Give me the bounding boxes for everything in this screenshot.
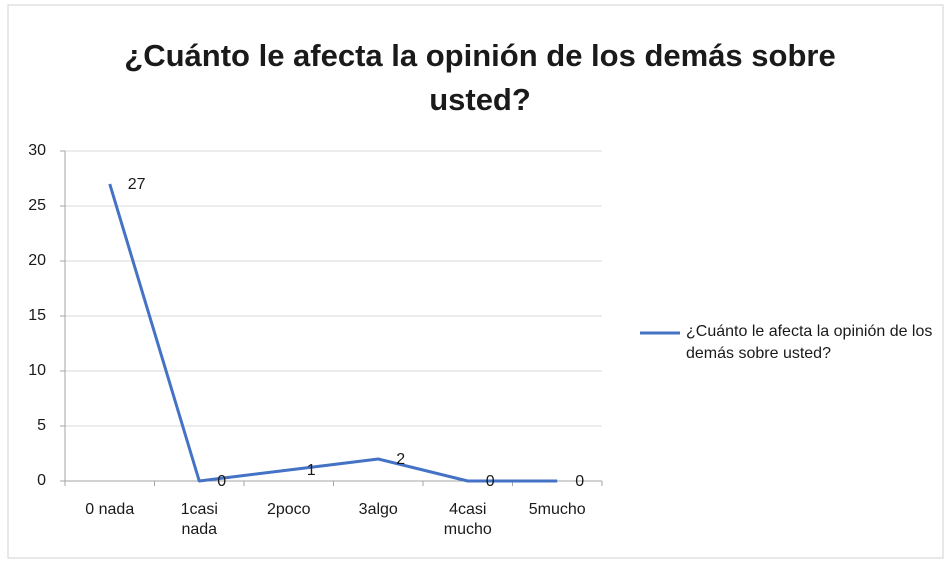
data-label: 2: [396, 451, 406, 468]
y-tick-label: 0: [37, 472, 46, 489]
data-label: 1: [306, 462, 316, 479]
data-label: 0: [575, 473, 585, 490]
x-tick-label: 2poco: [266, 501, 311, 518]
x-tick-label: 5mucho: [528, 501, 586, 518]
x-tick-label: 4casi mucho: [443, 501, 492, 538]
y-tick-label: 5: [37, 417, 46, 434]
legend-label: ¿Cuánto le afecta la opinión de los demá…: [686, 323, 933, 362]
y-tick-label: 20: [28, 252, 46, 269]
line-series: [108, 183, 558, 483]
x-tick-label: 1casi nada: [180, 501, 218, 538]
data-label: 27: [127, 176, 146, 193]
chart-title: ¿Cuánto le afecta la opinión de los demá…: [124, 38, 836, 117]
y-tick-label: 30: [28, 142, 46, 159]
data-label: 0: [217, 473, 227, 490]
frame: [7, 4, 944, 559]
data-label: 0: [485, 473, 495, 490]
y-tick-label: 15: [28, 307, 46, 324]
x-tick-label: 0 nada: [85, 501, 135, 518]
y-tick-label: 10: [28, 362, 46, 379]
y-tick-label: 25: [28, 197, 46, 214]
x-tick-label: 3algo: [358, 501, 398, 518]
